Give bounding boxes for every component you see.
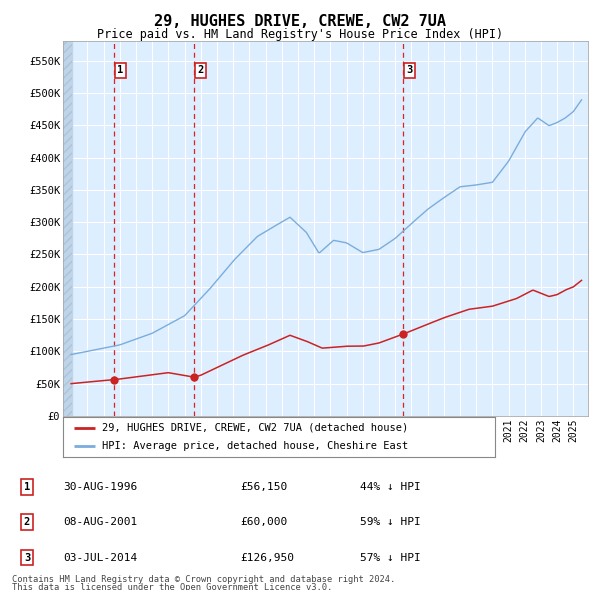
Text: 59% ↓ HPI: 59% ↓ HPI [360, 517, 421, 527]
Text: 29, HUGHES DRIVE, CREWE, CW2 7UA: 29, HUGHES DRIVE, CREWE, CW2 7UA [154, 14, 446, 29]
Text: 03-JUL-2014: 03-JUL-2014 [63, 553, 137, 562]
Text: 2: 2 [197, 65, 203, 76]
Text: Price paid vs. HM Land Registry's House Price Index (HPI): Price paid vs. HM Land Registry's House … [97, 28, 503, 41]
Text: £56,150: £56,150 [240, 482, 287, 491]
Text: 08-AUG-2001: 08-AUG-2001 [63, 517, 137, 527]
Text: 2: 2 [24, 517, 30, 527]
Text: £126,950: £126,950 [240, 553, 294, 562]
Text: 3: 3 [24, 553, 30, 562]
Text: 1: 1 [24, 482, 30, 491]
Text: 29, HUGHES DRIVE, CREWE, CW2 7UA (detached house): 29, HUGHES DRIVE, CREWE, CW2 7UA (detach… [102, 423, 408, 433]
Polygon shape [63, 41, 73, 416]
Text: This data is licensed under the Open Government Licence v3.0.: This data is licensed under the Open Gov… [12, 582, 332, 590]
Text: Contains HM Land Registry data © Crown copyright and database right 2024.: Contains HM Land Registry data © Crown c… [12, 575, 395, 584]
Text: 1: 1 [117, 65, 124, 76]
Text: 3: 3 [406, 65, 413, 76]
Text: 57% ↓ HPI: 57% ↓ HPI [360, 553, 421, 562]
Text: 44% ↓ HPI: 44% ↓ HPI [360, 482, 421, 491]
Text: 30-AUG-1996: 30-AUG-1996 [63, 482, 137, 491]
Text: HPI: Average price, detached house, Cheshire East: HPI: Average price, detached house, Ches… [102, 441, 408, 451]
Text: £60,000: £60,000 [240, 517, 287, 527]
